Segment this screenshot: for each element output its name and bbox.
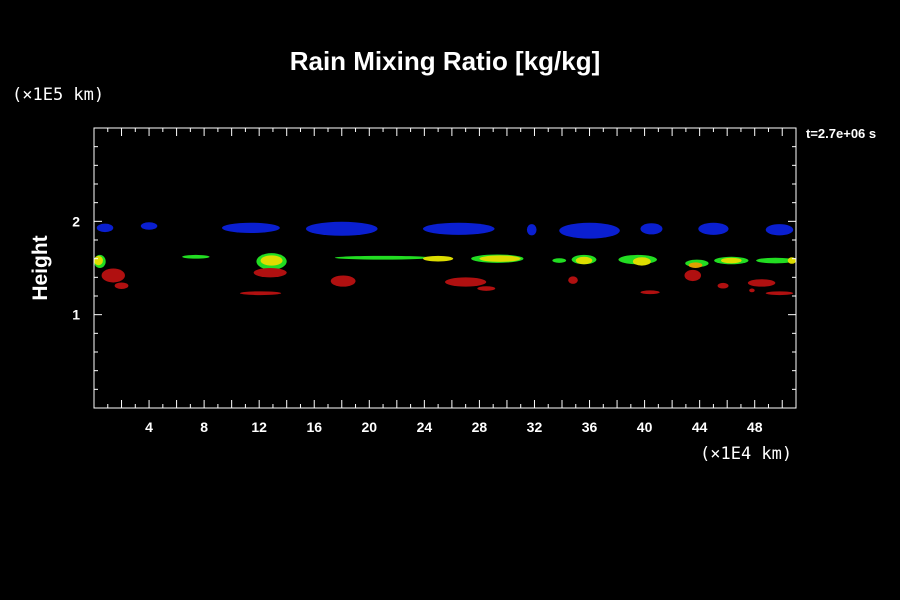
x-tick-label: 36 — [582, 419, 598, 435]
contour-region-low-40 — [717, 282, 729, 289]
contour-region-mid-10 — [182, 254, 210, 259]
time-label: t=2.7e+06 s — [806, 126, 877, 141]
x-tick-label: 48 — [747, 419, 763, 435]
x-tick-label: 8 — [200, 419, 208, 435]
contour-region-low-30 — [101, 268, 125, 283]
contour-region-blue-9 — [765, 224, 794, 236]
x-tick-label: 32 — [527, 419, 543, 435]
contour-region-high-26 — [260, 255, 283, 266]
contour-region-low-43 — [749, 288, 755, 293]
x-tick-label: 44 — [692, 419, 708, 435]
contour-region-low-41 — [747, 279, 776, 287]
x-tick-label: 28 — [472, 419, 488, 435]
contour-region-low-32 — [253, 268, 287, 278]
contour-region-mid-18 — [756, 257, 795, 264]
contour-region-high-25 — [720, 257, 742, 264]
contour-region-high-24 — [632, 257, 651, 266]
x-tick-label: 40 — [637, 419, 653, 435]
contour-region-low-34 — [330, 275, 356, 287]
contour-region-high-23 — [575, 256, 593, 265]
contour-region-low-35 — [445, 277, 487, 287]
contour-region-blue-7 — [640, 223, 663, 235]
contour-region-low-37 — [568, 276, 578, 284]
contour-region-mid-11 — [334, 255, 432, 260]
x-tick-label: 4 — [145, 419, 153, 435]
plot-frame — [93, 127, 797, 409]
contour-region-blue-6 — [559, 222, 620, 239]
contour-region-blue-4 — [422, 222, 495, 235]
x-tick-label: 16 — [306, 419, 322, 435]
contour-region-blue-8 — [698, 222, 729, 235]
contour-region-high-21 — [422, 255, 454, 262]
y-tick-label: 2 — [72, 213, 80, 229]
contour-region-blue-2 — [222, 222, 280, 233]
y-axis-unit-label: (×1E5 km) — [12, 85, 105, 105]
chart-title: Rain Mixing Ratio [kg/kg] — [289, 46, 601, 76]
contour-region-low-39 — [684, 269, 702, 282]
contour-region-blue-0 — [96, 223, 114, 233]
contour-region-blue-5 — [526, 224, 537, 236]
contour-region-blue-1 — [140, 222, 158, 230]
contour-features — [94, 221, 797, 296]
x-tick-label: 12 — [251, 419, 267, 435]
contour-region-blue-3 — [305, 221, 378, 236]
contour-region-high-27 — [94, 255, 103, 266]
y-tick-label: 1 — [72, 307, 80, 323]
x-tick-label: 24 — [417, 419, 433, 435]
x-axis-unit-label: (×1E4 km) — [700, 444, 793, 464]
contour-region-high-22 — [479, 255, 521, 262]
x-tick-label: 20 — [362, 419, 378, 435]
contour-region-low-31 — [114, 282, 129, 289]
contour-region-low-33 — [239, 291, 282, 296]
contour-region-low-36 — [477, 286, 496, 291]
contour-region-low-38 — [640, 290, 660, 295]
contour-region-mid-13 — [552, 258, 567, 263]
contour-region-peak-29 — [688, 262, 703, 269]
contour-region-low-42 — [765, 291, 794, 296]
